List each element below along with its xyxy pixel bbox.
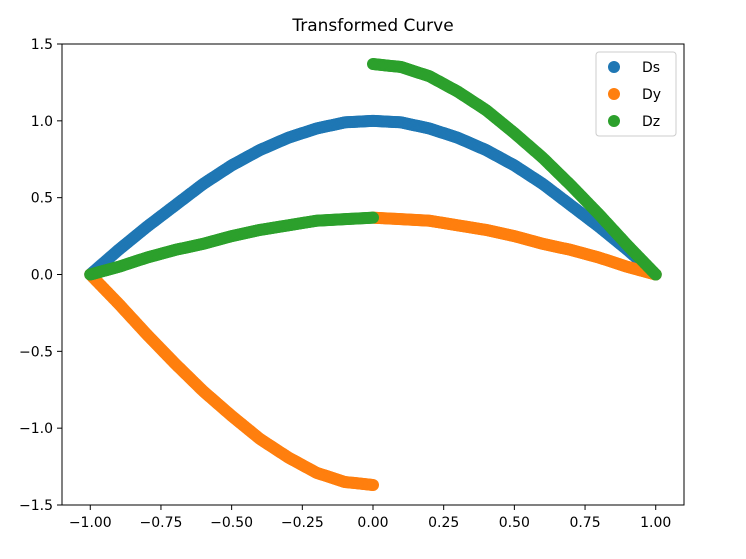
plot-frame [61,43,685,506]
data-point [649,268,662,281]
data-point [367,211,379,224]
x-tick-label: −0.50 [210,515,253,531]
x-tick-label: 1.00 [640,515,671,531]
chart-title: Transformed Curve [291,16,453,36]
legend-label-dz: Dz [642,114,660,130]
y-tick-label: −1.5 [19,498,53,514]
x-tick-label: −0.75 [140,515,183,531]
y-axis: −1.5 −1.0 −0.5 0.0 0.5 1.0 1.5 [19,37,62,514]
x-tick-label: 0.00 [357,515,388,531]
legend-label-ds: Ds [642,60,660,76]
legend-marker-dy [608,88,620,100]
x-tick-label: −1.00 [69,515,112,531]
legend-label-dy: Dy [642,87,661,103]
series-dy [84,211,662,492]
data-point [367,479,379,492]
series-ds [84,114,662,281]
x-tick-label: 0.50 [499,515,530,531]
y-tick-label: 0.5 [31,191,53,207]
legend-marker-dz [608,115,620,127]
legend: Ds Dy Dz [595,51,677,137]
plot-area [84,57,662,492]
x-tick-label: 0.25 [428,515,459,531]
y-tick-label: −0.5 [19,344,53,360]
y-tick-label: 0.0 [31,268,53,284]
y-tick-label: −1.0 [19,421,53,437]
y-tick-label: 1.0 [31,114,53,130]
x-axis: −1.00 −0.75 −0.50 −0.25 0.00 0.25 0.50 0.75 1.00 [69,505,671,531]
x-tick-label: −0.25 [281,515,324,531]
legend-box [595,51,677,137]
legend-marker-ds [608,61,620,73]
x-tick-label: 0.75 [569,515,600,531]
series-dz [84,57,662,281]
y-tick-label: 1.5 [31,37,53,53]
